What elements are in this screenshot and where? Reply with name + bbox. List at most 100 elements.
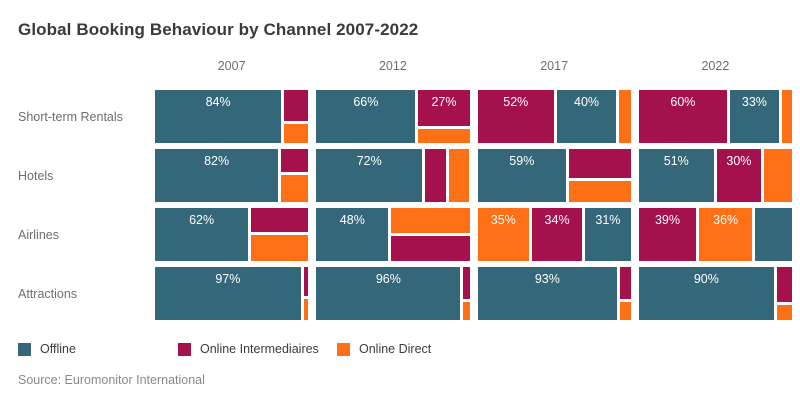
mosaic-column — [755, 208, 792, 261]
segment-value-label: 66% — [353, 95, 379, 109]
mosaic-segment-offline: 51% — [638, 149, 714, 202]
segment-value-label: 30% — [726, 154, 752, 168]
mosaic-column: 93% — [477, 267, 618, 320]
chart-row: Attractions 97% 96% 93% 90% — [18, 267, 792, 320]
mosaic-segment-offline: 97% — [155, 267, 301, 320]
mosaic-segment-offline: 82% — [155, 149, 279, 202]
mosaic-segment-intermediaries — [463, 267, 470, 299]
mosaic-column — [391, 208, 470, 261]
mosaic-column: 60% — [638, 90, 728, 143]
segment-value-label: 96% — [375, 272, 401, 286]
mosaic-segment-direct: 35% — [477, 208, 530, 261]
mosaic-cell: 90% — [638, 267, 792, 320]
mosaic-column — [463, 267, 470, 320]
segment-value-label: 97% — [215, 272, 241, 286]
mosaic-column: 82% — [155, 149, 279, 202]
row-label: Airlines — [18, 227, 59, 242]
mosaic-column: 34% — [532, 208, 583, 261]
mosaic-column: 36% — [699, 208, 753, 261]
mosaic-segment-direct — [463, 301, 470, 320]
mosaic-column: 96% — [316, 267, 461, 320]
legend-label: Online Direct — [359, 342, 432, 356]
mosaic-column — [618, 90, 631, 143]
mosaic-segment-direct — [764, 149, 792, 202]
year-label-2012: 2012 — [378, 59, 407, 73]
mosaic-segment-offline: 72% — [316, 149, 423, 202]
mosaic-segment-intermediaries: 27% — [418, 90, 470, 127]
source-caption: Source: Euromonitor International — [18, 373, 205, 387]
segment-value-label: 34% — [544, 213, 570, 227]
mosaic-segment-direct — [781, 90, 792, 143]
segment-value-label: 33% — [741, 95, 767, 109]
mosaic-segment-intermediaries: 39% — [638, 208, 697, 261]
mosaic-segment-offline — [755, 208, 792, 261]
mosaic-segment-offline: 31% — [585, 208, 631, 261]
mosaic-column: 66% — [316, 90, 416, 143]
segment-value-label: 84% — [205, 95, 231, 109]
mosaic-segment-intermediaries — [391, 236, 470, 261]
mosaic-segment-intermediaries — [620, 267, 631, 299]
segment-value-label: 31% — [595, 213, 621, 227]
mosaic-segment-intermediaries — [569, 149, 631, 178]
mosaic-cell: 59% — [477, 149, 631, 202]
mosaic-segment-direct — [281, 175, 309, 202]
segment-value-label: 62% — [189, 213, 215, 227]
mosaic-column: 31% — [585, 208, 631, 261]
segment-value-label: 72% — [356, 154, 382, 168]
segment-value-label: 60% — [670, 95, 696, 109]
segment-value-label: 82% — [204, 154, 230, 168]
mosaic-column: 72% — [316, 149, 423, 202]
legend-item-offline: Offline — [18, 342, 178, 356]
chart-row: Airlines 62% 48% 35% 34% 31% 39% 36% — [18, 208, 792, 261]
segment-value-label: 36% — [713, 213, 739, 227]
mosaic-column: 84% — [155, 90, 282, 143]
year-label-2022: 2022 — [701, 59, 730, 73]
row-label: Hotels — [18, 168, 54, 183]
legend-swatch-icon — [18, 342, 31, 356]
mosaic-cell: 66% 27% — [316, 90, 470, 143]
legend-label: Offline — [40, 342, 76, 356]
segment-value-label: 39% — [654, 213, 680, 227]
mosaic-segment-offline: 93% — [477, 267, 618, 320]
segment-value-label: 51% — [663, 154, 689, 168]
mosaic-column: 59% — [477, 149, 567, 202]
year-header-row: 2007 2012 2017 2022 — [18, 58, 792, 74]
mosaic-segment-direct — [569, 180, 631, 202]
year-label-2007: 2007 — [217, 59, 246, 73]
row-label: Attractions — [18, 286, 78, 301]
mosaic-segment-intermediaries: 60% — [638, 90, 728, 143]
mosaic-segment-direct — [391, 208, 470, 233]
mosaic-segment-direct — [284, 123, 309, 143]
mosaic-column: 40% — [557, 90, 616, 143]
mosaic-rows: Short-term Rentals 84% 66% 27% 52% 40% 60% 33% H… — [18, 90, 792, 320]
segment-value-label: 52% — [503, 95, 529, 109]
mosaic-column — [764, 149, 792, 202]
mosaic-cell: 35% 34% 31% — [477, 208, 631, 261]
mosaic-cell: 52% 40% — [477, 90, 631, 143]
mosaic-segment-direct — [418, 129, 470, 143]
mosaic-column — [251, 208, 309, 261]
mosaic-column: 51% — [638, 149, 714, 202]
mosaic-column — [448, 149, 470, 202]
mosaic-segment-intermediaries: 52% — [477, 90, 555, 143]
mosaic-column — [284, 90, 309, 143]
mosaic-segment-intermediaries — [281, 149, 309, 173]
mosaic-column — [425, 149, 446, 202]
mosaic-column — [569, 149, 631, 202]
mosaic-cell: 97% — [155, 267, 309, 320]
legend-swatch-icon — [178, 342, 191, 356]
mosaic-segment-offline: 48% — [316, 208, 389, 261]
mosaic-column: 33% — [730, 90, 779, 143]
mosaic-cell: 48% — [316, 208, 470, 261]
mosaic-segment-offline: 40% — [557, 90, 616, 143]
mosaic-segment-offline: 59% — [477, 149, 567, 202]
mosaic-segment-direct — [448, 149, 470, 202]
mosaic-segment-offline: 66% — [316, 90, 416, 143]
mosaic-column — [281, 149, 309, 202]
mosaic-segment-direct — [251, 235, 309, 261]
mosaic-cell: 39% 36% — [638, 208, 792, 261]
mosaic-segment-offline: 90% — [638, 267, 774, 320]
segment-value-label: 35% — [490, 213, 516, 227]
legend-item-intermediaries: Online Intermediaires — [178, 342, 337, 356]
mosaic-column — [620, 267, 631, 320]
